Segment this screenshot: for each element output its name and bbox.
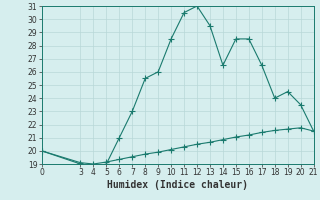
X-axis label: Humidex (Indice chaleur): Humidex (Indice chaleur) <box>107 180 248 190</box>
